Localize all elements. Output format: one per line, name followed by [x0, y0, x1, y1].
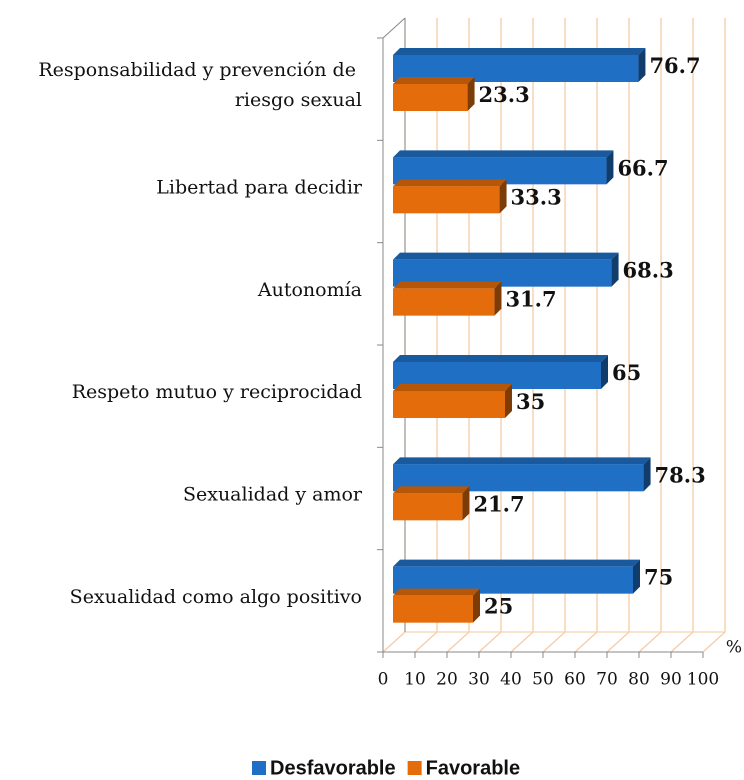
- bar-top: [393, 457, 651, 465]
- grid-line: [702, 18, 726, 653]
- bar-front: [393, 186, 500, 214]
- bar-top: [393, 179, 507, 187]
- bar-side: [643, 457, 651, 492]
- bar: [393, 281, 502, 316]
- value-label: 75: [644, 565, 673, 590]
- bar-side: [505, 384, 512, 418]
- value-label: 68.3: [623, 258, 674, 283]
- x-tick-label: 100: [687, 670, 719, 690]
- bar-front: [393, 391, 505, 418]
- bar-front: [393, 84, 468, 111]
- bar-top: [393, 559, 640, 567]
- value-label: 25: [484, 594, 513, 619]
- x-tick-label: 60: [564, 670, 586, 690]
- bar-top: [393, 588, 480, 596]
- bar-top: [393, 77, 475, 84]
- bar-side: [601, 355, 608, 389]
- x-tick-label: 20: [436, 670, 458, 690]
- value-label: 78.3: [655, 462, 706, 487]
- value-label: 33.3: [511, 184, 562, 209]
- x-tick-label: 30: [468, 670, 490, 690]
- value-label: 76.7: [649, 53, 700, 78]
- bar: [393, 559, 640, 594]
- grid-line: [478, 18, 502, 653]
- legend-label: Favorable: [426, 757, 520, 779]
- category-label: Responsabilidad y prevención de riesgo s…: [38, 59, 362, 111]
- bar-front: [393, 493, 463, 521]
- value-label: 31.7: [505, 287, 556, 312]
- value-label: 23.3: [479, 82, 530, 107]
- bar: [393, 48, 646, 82]
- value-label: 65: [612, 360, 641, 385]
- x-tick-label: 10: [404, 670, 426, 690]
- value-label: 21.7: [473, 491, 524, 516]
- bar-front: [393, 595, 473, 623]
- bar: [393, 252, 619, 287]
- legend-label: Desfavorable: [270, 757, 396, 779]
- bar-top: [393, 355, 608, 362]
- category-label: Respeto mutuo y reciprocidad: [72, 381, 362, 403]
- value-label: 66.7: [617, 155, 668, 180]
- grid-line: [670, 18, 694, 653]
- grid-line: [606, 18, 630, 653]
- grid-line: [638, 18, 662, 653]
- category-label: Sexualidad como algo positivo: [70, 586, 362, 608]
- bar-top: [393, 384, 512, 391]
- bar-side: [606, 150, 614, 185]
- legend-swatch: [252, 761, 266, 775]
- grid-line: [510, 18, 534, 653]
- category-label: Libertad para decidir: [156, 177, 363, 199]
- bar-top: [393, 486, 470, 494]
- bar-top: [393, 150, 614, 158]
- bar-side: [611, 252, 619, 287]
- bar: [393, 355, 608, 389]
- bar: [393, 179, 507, 214]
- grid-line: [382, 18, 406, 653]
- x-tick-label: 50: [532, 670, 554, 690]
- x-tick-label: 80: [628, 670, 650, 690]
- bar-side: [499, 179, 507, 214]
- value-label: 35: [516, 389, 545, 414]
- bar-side: [494, 281, 502, 316]
- y-axis-top: [382, 17, 406, 39]
- grid-line: [542, 18, 566, 653]
- bar: [393, 77, 475, 111]
- legend-swatch: [407, 761, 422, 775]
- bar-side: [462, 486, 470, 521]
- x-tick-label: 70: [596, 670, 618, 690]
- x-tick-label: 40: [500, 670, 522, 690]
- bar: [393, 384, 512, 418]
- grid-line: [414, 18, 438, 653]
- x-tick-label: 0: [378, 670, 389, 690]
- grid-line: [574, 18, 598, 653]
- grid-line: [446, 18, 470, 653]
- bar-side: [633, 559, 640, 594]
- bar-top: [393, 252, 619, 260]
- x-tick-label: 90: [660, 670, 682, 690]
- bar: [393, 486, 470, 521]
- bar: [393, 150, 614, 185]
- bar-side: [473, 588, 480, 623]
- bar-side: [638, 48, 646, 82]
- x-axis-label: %: [726, 638, 742, 658]
- legend: Desfavorable Favorable: [252, 757, 520, 779]
- bar-side: [467, 77, 475, 111]
- bar-top: [393, 281, 502, 289]
- bar-top: [393, 48, 646, 55]
- bar: [393, 457, 651, 492]
- bar-front: [393, 288, 495, 316]
- category-label: Sexualidad y amor: [183, 484, 363, 506]
- bar: [393, 588, 480, 623]
- category-label: Autonomía: [257, 279, 362, 301]
